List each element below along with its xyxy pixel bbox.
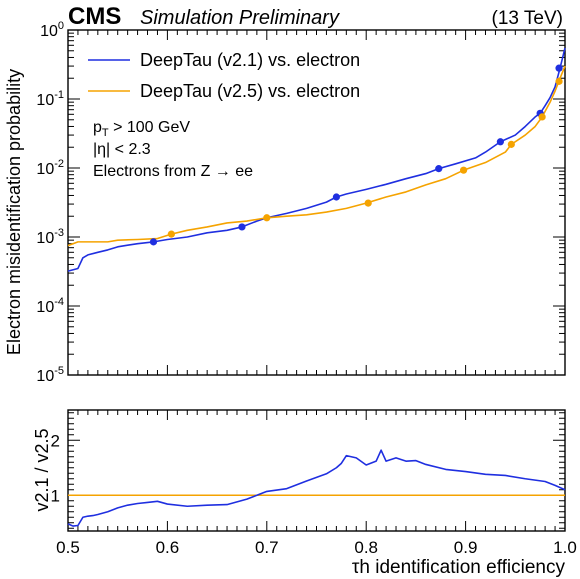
x-tick-label: 0.6 xyxy=(156,538,180,557)
ratio-y-axis-label: v2.1 / v2.5 xyxy=(32,428,52,511)
ratio-frame xyxy=(67,409,566,532)
main-y-tick-label: 10-2 xyxy=(36,158,64,178)
wp-marker-v25 xyxy=(460,166,468,174)
wp-marker-v21 xyxy=(435,165,443,173)
series-line-v25 xyxy=(67,65,566,247)
main-series-group xyxy=(67,47,566,272)
main-markers-group xyxy=(149,64,563,246)
ratio-y-tick-label: 2 xyxy=(51,431,60,450)
wp-marker-v21 xyxy=(332,193,340,201)
ratio-y-tick-label: 1 xyxy=(51,486,60,505)
annotation-electrons: Electrons from Z → ee xyxy=(93,163,253,180)
legend-label-v21: DeepTau (v2.1) vs. electron xyxy=(140,50,360,70)
main-y-tick-label: 10-5 xyxy=(36,365,64,385)
wp-marker-v25 xyxy=(538,113,546,121)
main-y-axis-label: Electron misidentification probability xyxy=(4,69,24,355)
simulation-label: Simulation Preliminary xyxy=(140,7,340,29)
wp-marker-v21 xyxy=(496,138,504,146)
ratio-panel: 0.5 0.6 0.7 0.8 0.9 1.0 1 2 v2.1 / v2.5 τh iden… xyxy=(32,409,577,578)
ratio-series-group xyxy=(67,449,566,527)
annotation-eta: |η| < 2.3 xyxy=(93,141,151,158)
annotation-pt: pT > 100 GeV xyxy=(93,119,190,139)
wp-marker-v21 xyxy=(555,64,563,72)
wp-marker-v25 xyxy=(507,140,515,148)
x-tick-label: 0.8 xyxy=(354,538,378,557)
ratio-line xyxy=(67,449,566,527)
wp-marker-v25 xyxy=(263,214,271,222)
main-panel: 10-5 10-4 10-3 10-2 10-1 100 Electron misiden… xyxy=(4,20,566,385)
wp-marker-v25 xyxy=(167,230,175,238)
ratio-axis-ticks: 0.5 0.6 0.7 0.8 0.9 1.0 1 2 xyxy=(51,410,577,557)
energy-label: (13 TeV) xyxy=(492,8,563,29)
wp-marker-v25 xyxy=(555,77,563,85)
series-line-v21 xyxy=(67,47,566,272)
main-y-tick-label: 10-4 xyxy=(36,296,64,316)
wp-marker-v21 xyxy=(238,223,246,231)
cms-label: CMS xyxy=(68,3,121,30)
x-tick-label: 0.7 xyxy=(255,538,279,557)
wp-marker-v25 xyxy=(364,199,372,207)
x-axis-label: τh identification efficiency xyxy=(352,557,566,578)
x-tick-label: 0.9 xyxy=(454,538,478,557)
legend-label-v25: DeepTau (v2.5) vs. electron xyxy=(140,81,360,101)
x-tick-label: 1.0 xyxy=(553,538,577,557)
main-y-tick-label: 10-1 xyxy=(36,89,64,109)
wp-marker-v21 xyxy=(149,238,158,246)
x-tick-label: 0.5 xyxy=(56,538,80,557)
legend: DeepTau (v2.1) vs. electron DeepTau (v2.… xyxy=(88,50,360,101)
main-axis-ticks: 10-5 10-4 10-3 10-2 10-1 100 xyxy=(36,20,566,385)
main-y-tick-label: 100 xyxy=(40,20,64,40)
main-y-tick-label: 10-3 xyxy=(36,227,64,247)
